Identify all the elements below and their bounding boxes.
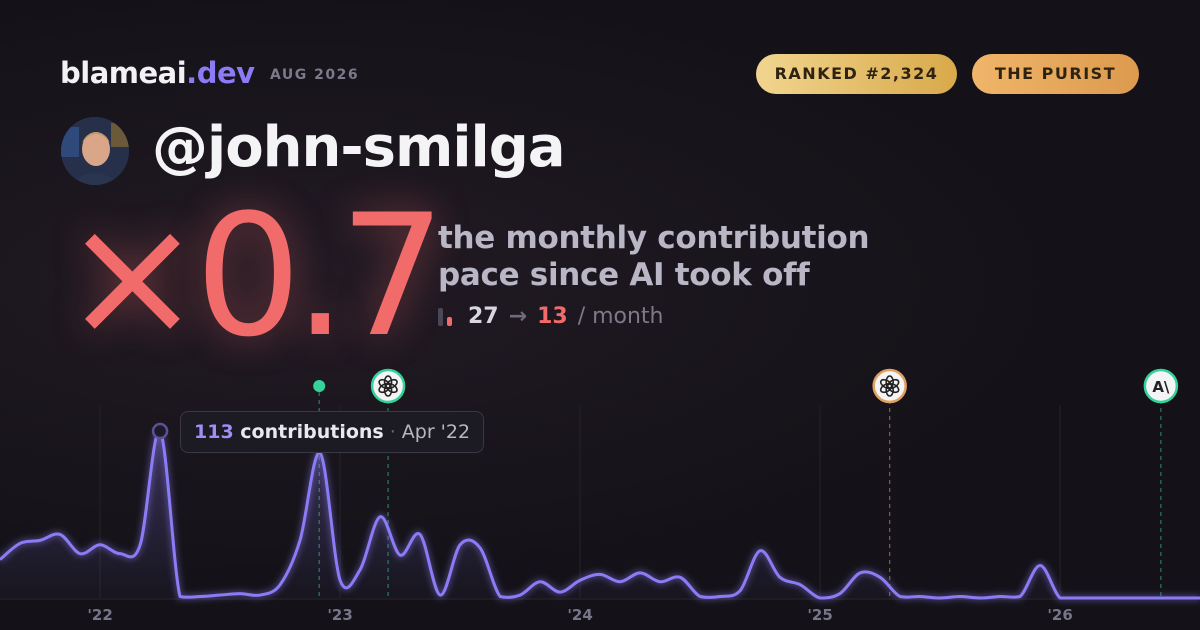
tooltip-value: 113 — [194, 421, 234, 443]
event-icon — [1143, 368, 1179, 404]
multiplier: ×0.7 — [62, 178, 446, 374]
event-icon — [872, 368, 907, 404]
pace-icon — [438, 307, 456, 326]
event-glyph: A\ — [1152, 378, 1170, 396]
event-glyph — [879, 378, 893, 390]
event-marker: A\ — [1143, 368, 1179, 598]
tooltip-date: Apr '22 — [401, 421, 471, 443]
peak-marker — [151, 422, 169, 440]
pace-after: 13 — [537, 304, 568, 329]
event-icon — [370, 368, 406, 404]
period: AUG 2026 — [270, 67, 360, 83]
pace-unit: / month — [577, 304, 664, 329]
x-tick-label: '25 — [807, 606, 832, 624]
brand: blameai.dev — [60, 56, 255, 90]
x-tick-label: '22 — [87, 606, 112, 624]
line — [0, 429, 1200, 600]
avatar-image — [61, 117, 129, 185]
x-tick-label: '24 — [567, 606, 592, 624]
handle: @john-smilga — [152, 115, 566, 180]
tooltip: 113 contributions · Apr '22 — [180, 411, 485, 453]
pace-arrow: → — [508, 304, 528, 329]
x-tick-label: '26 — [1047, 606, 1072, 624]
event-marker — [872, 368, 907, 598]
pace-stats: 27 → 13 / month — [438, 304, 664, 329]
tooltip-separator: · — [389, 421, 396, 443]
tooltip-label: contributions — [240, 421, 384, 443]
caption: pace since AI took off — [438, 257, 810, 293]
avatar — [61, 117, 129, 185]
x-tick-label: '23 — [327, 606, 352, 624]
rank-badge: RANKED #2,324 — [756, 54, 957, 94]
event-glyph — [378, 378, 391, 390]
pace-before: 27 — [468, 304, 499, 329]
caption: the monthly contribution — [438, 220, 870, 256]
area — [0, 430, 1200, 598]
event-dot — [313, 380, 326, 392]
persona-badge: THE PURIST — [972, 54, 1139, 94]
